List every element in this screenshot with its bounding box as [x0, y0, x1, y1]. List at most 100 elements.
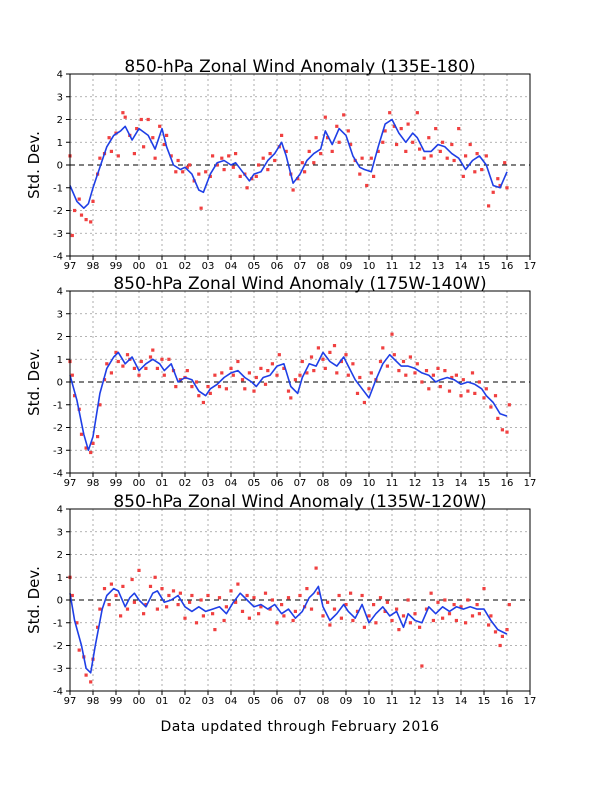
- data-point: [392, 124, 396, 128]
- data-point: [91, 441, 95, 445]
- data-point: [254, 174, 258, 178]
- data-point: [224, 605, 228, 609]
- data-point: [109, 149, 113, 153]
- x-tick-label: 97: [64, 696, 77, 707]
- data-point: [303, 170, 307, 174]
- data-point: [300, 359, 304, 364]
- x-tick-label: 09: [340, 696, 353, 707]
- data-point: [167, 357, 171, 361]
- y-tick-label: 0: [57, 161, 63, 172]
- data-point: [183, 616, 187, 620]
- x-tick-label: 97: [64, 261, 77, 272]
- x-tick-label: 03: [202, 696, 215, 707]
- data-point: [109, 371, 113, 375]
- data-point: [174, 385, 178, 389]
- data-point: [424, 607, 429, 611]
- data-point: [206, 593, 210, 598]
- data-point: [372, 174, 376, 178]
- data-point: [144, 366, 148, 370]
- data-point: [190, 593, 194, 598]
- data-point: [470, 614, 475, 618]
- data-point: [208, 174, 212, 178]
- data-point: [114, 593, 118, 598]
- data-point: [470, 371, 475, 375]
- data-point: [493, 394, 498, 398]
- data-point: [358, 172, 362, 176]
- data-point: [424, 369, 429, 373]
- chart-title: 850-hPa Zonal Wind Anomaly (175W-140W): [113, 274, 486, 294]
- data-point: [332, 607, 337, 611]
- data-point: [328, 350, 332, 354]
- data-point: [484, 154, 488, 158]
- data-point: [91, 199, 95, 203]
- data-point: [224, 387, 228, 391]
- data-point: [316, 591, 320, 595]
- data-point: [266, 168, 270, 172]
- data-point: [220, 371, 224, 375]
- y-tick-label: 0: [57, 378, 63, 389]
- data-point: [73, 208, 77, 213]
- data-point: [291, 188, 295, 192]
- data-point: [436, 366, 440, 370]
- x-tick-label: 14: [455, 478, 468, 489]
- data-point: [337, 593, 341, 598]
- chart-title: 850-hPa Zonal Wind Anomaly (135E-180): [124, 57, 475, 77]
- data-point: [413, 612, 417, 616]
- x-tick-label: 06: [271, 261, 284, 272]
- data-point: [132, 366, 136, 370]
- x-tick-label: 02: [179, 261, 192, 272]
- y-tick-labels: 4 3 2 1 0 -1 -2 -3 -4: [53, 287, 70, 480]
- data-point: [222, 168, 226, 172]
- data-point: [217, 385, 222, 389]
- data-point: [107, 136, 111, 140]
- data-point: [418, 147, 422, 151]
- data-point: [339, 359, 343, 364]
- data-point: [378, 596, 383, 600]
- data-point: [231, 165, 235, 169]
- data-point: [466, 598, 470, 602]
- data-point: [489, 614, 493, 618]
- y-tick-label: 4: [57, 505, 63, 516]
- x-tick-label: 09: [340, 261, 353, 272]
- data-point: [316, 346, 320, 350]
- data-point: [307, 149, 311, 153]
- x-tick-label: 01: [156, 478, 169, 489]
- data-point: [505, 628, 509, 632]
- data-point: [293, 609, 297, 613]
- x-tick-label: 08: [317, 261, 330, 272]
- plot-frame: [69, 73, 531, 257]
- data-point: [176, 158, 180, 163]
- data-point: [236, 582, 240, 586]
- data-point: [201, 614, 205, 618]
- data-point: [392, 353, 396, 357]
- data-point: [372, 603, 376, 607]
- data-point: [397, 628, 401, 632]
- x-tick-label: 04: [225, 261, 238, 272]
- data-point: [319, 152, 323, 156]
- data-point: [215, 163, 219, 167]
- data-point: [395, 607, 399, 611]
- data-point: [309, 355, 314, 359]
- data-point: [247, 616, 251, 620]
- data-point: [390, 332, 394, 336]
- data-point: [263, 382, 268, 386]
- data-point: [323, 366, 327, 370]
- data-point: [162, 142, 166, 147]
- data-point: [459, 605, 463, 609]
- data-point: [270, 598, 274, 602]
- data-point: [79, 432, 84, 436]
- data-point: [493, 630, 498, 634]
- data-point: [245, 593, 249, 598]
- data-point: [169, 154, 173, 158]
- data-point: [280, 133, 284, 137]
- data-point: [121, 111, 125, 115]
- data-point: [77, 197, 81, 201]
- data-point: [268, 152, 272, 156]
- x-tick-label: 14: [455, 696, 468, 707]
- data-point: [351, 618, 355, 623]
- data-point: [411, 140, 415, 144]
- data-point: [443, 369, 447, 373]
- data-point: [447, 389, 452, 393]
- data-point: [84, 446, 88, 450]
- x-tick-label: 00: [133, 261, 146, 272]
